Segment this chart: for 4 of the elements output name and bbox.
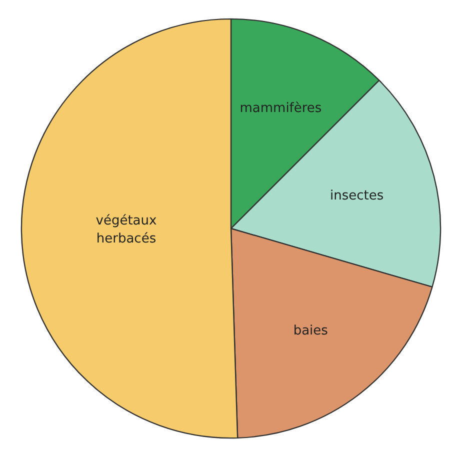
slice-label: mammifères [240,101,322,116]
slice-label: insectes [330,188,384,204]
slice-label: baies [293,323,328,338]
slice-label: végétaux herbacés [96,214,158,247]
